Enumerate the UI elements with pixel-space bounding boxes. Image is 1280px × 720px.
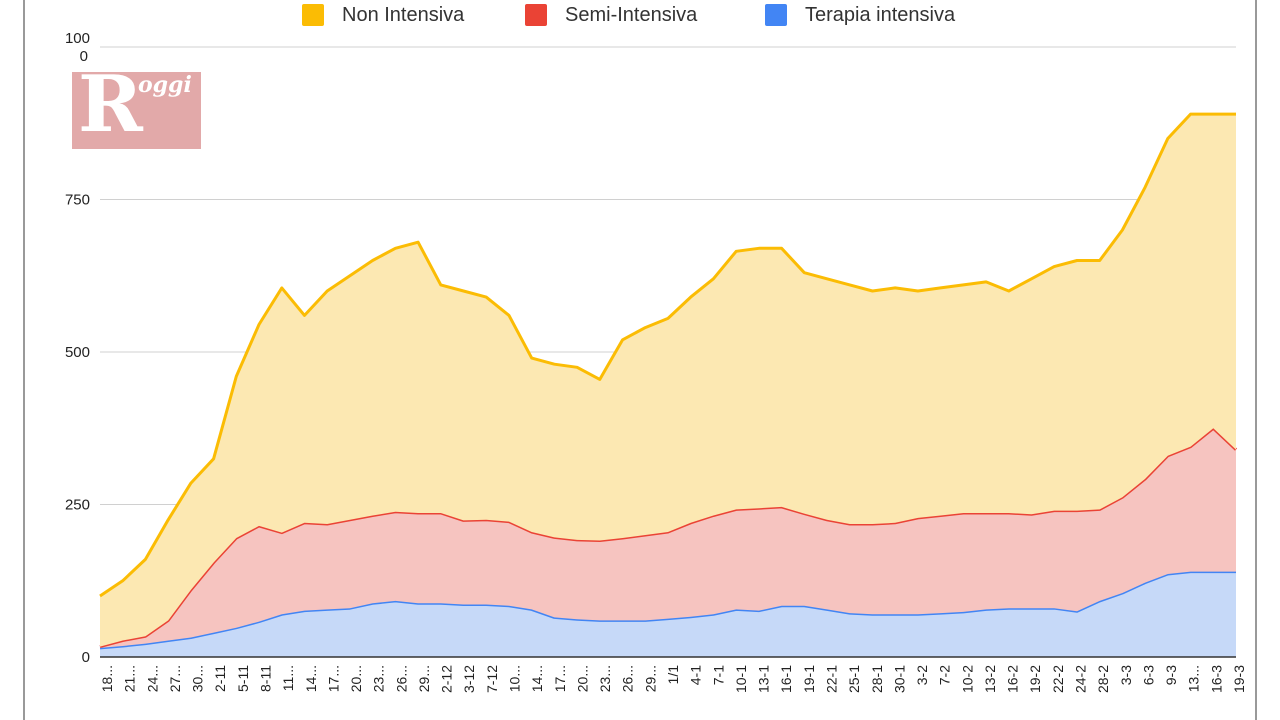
x-tick-label: 19-1 (801, 665, 817, 693)
y-tick-label-line: 100 (65, 30, 90, 47)
x-tick-label: 7-1 (710, 665, 726, 685)
x-tick-label: 20... (348, 665, 364, 692)
x-tick-label: 4-1 (688, 665, 704, 685)
x-tick-label: 7-2 (937, 665, 953, 685)
x-tick-label: 16-1 (778, 665, 794, 693)
x-tick-label: 27... (167, 665, 183, 692)
x-tick-label: 23... (371, 665, 387, 692)
series-areas (99, 112, 1238, 657)
y-tick-label: 100 0 (65, 30, 90, 65)
x-tick-label: 10-2 (959, 665, 975, 693)
x-tick-label: 26... (393, 665, 409, 692)
x-tick-label: 6-3 (1140, 665, 1156, 685)
x-tick-label: 19-3 (1231, 665, 1247, 693)
x-tick-label: 3-3 (1118, 665, 1134, 685)
x-tick-label: 26... (620, 665, 636, 692)
y-tick-label: 750 (65, 192, 90, 209)
x-tick-label: 10... (507, 665, 523, 692)
x-tick-label: 1/1 (665, 665, 681, 685)
x-tick-label: 22-1 (824, 665, 840, 693)
x-tick-label: 8-11 (258, 665, 274, 692)
x-tick-label: 20... (574, 665, 590, 692)
x-tick-label: 9-3 (1163, 665, 1179, 685)
legend-label: Non Intensiva (342, 4, 465, 26)
x-tick-label: 16-2 (1005, 665, 1021, 693)
legend: Non Intensiva Semi-Intensiva Terapia inten… (302, 4, 956, 26)
x-tick-label: 19-2 (1027, 665, 1043, 693)
area-semi-intensiva (100, 428, 1236, 648)
x-tick-label: 17... (552, 665, 568, 692)
legend-label: Semi-Intensiva (565, 4, 698, 26)
x-tick-label: 30-1 (891, 665, 907, 693)
area-terapia-intensiva (100, 571, 1236, 657)
legend-swatch (765, 4, 787, 26)
x-tick-label: 21... (122, 665, 138, 692)
x-tick-label: 13-2 (982, 665, 998, 693)
legend-label: Terapia intensiva (805, 4, 956, 26)
legend-swatch (302, 4, 324, 26)
y-tick-label-line: 0 (80, 48, 88, 65)
x-tick-label: 3-2 (914, 665, 930, 685)
y-tick-label: 250 (65, 497, 90, 514)
legend-swatch (525, 4, 547, 26)
x-tick-label: 11... (280, 665, 296, 691)
x-tick-label: 2-11 (212, 665, 228, 692)
x-tick-label: 28-1 (869, 665, 885, 693)
x-tick-label: 7-12 (484, 665, 500, 693)
x-tick-label: 24... (144, 665, 160, 692)
x-tick-label: 3-12 (461, 665, 477, 693)
x-tick-label: 10-1 (733, 665, 749, 693)
x-tick-label: 24-2 (1073, 665, 1089, 693)
x-tick-label: 5-11 (235, 665, 251, 692)
x-tick-label: 14... (529, 665, 545, 692)
x-tick-label: 29... (642, 665, 658, 692)
x-tick-label: 13... (1186, 665, 1202, 692)
area-non-intensiva (100, 114, 1236, 647)
x-tick-label: 29... (416, 665, 432, 692)
x-tick-label: 30... (190, 665, 206, 692)
x-tick-label: 13-1 (756, 665, 772, 693)
x-tick-label: 25-1 (846, 665, 862, 693)
x-tick-label: 17... (325, 665, 341, 692)
line-non-intensiva (99, 112, 1236, 598)
x-tick-label: 18... (99, 665, 115, 692)
x-tick-label: 23... (597, 665, 613, 692)
x-tick-label: 22-2 (1050, 665, 1066, 693)
y-tick-label: 0 (82, 649, 90, 666)
x-tick-label: 14... (303, 665, 319, 692)
x-tick-label: 28-2 (1095, 665, 1111, 693)
y-tick-label: 500 (65, 344, 90, 361)
x-tick-label: 16-3 (1208, 665, 1224, 693)
x-tick-label: 2-12 (439, 665, 455, 693)
x-axis: 18... 21... 24... 27... 30... 2-11 5-11 8-11 11.… (23, 0, 1257, 720)
